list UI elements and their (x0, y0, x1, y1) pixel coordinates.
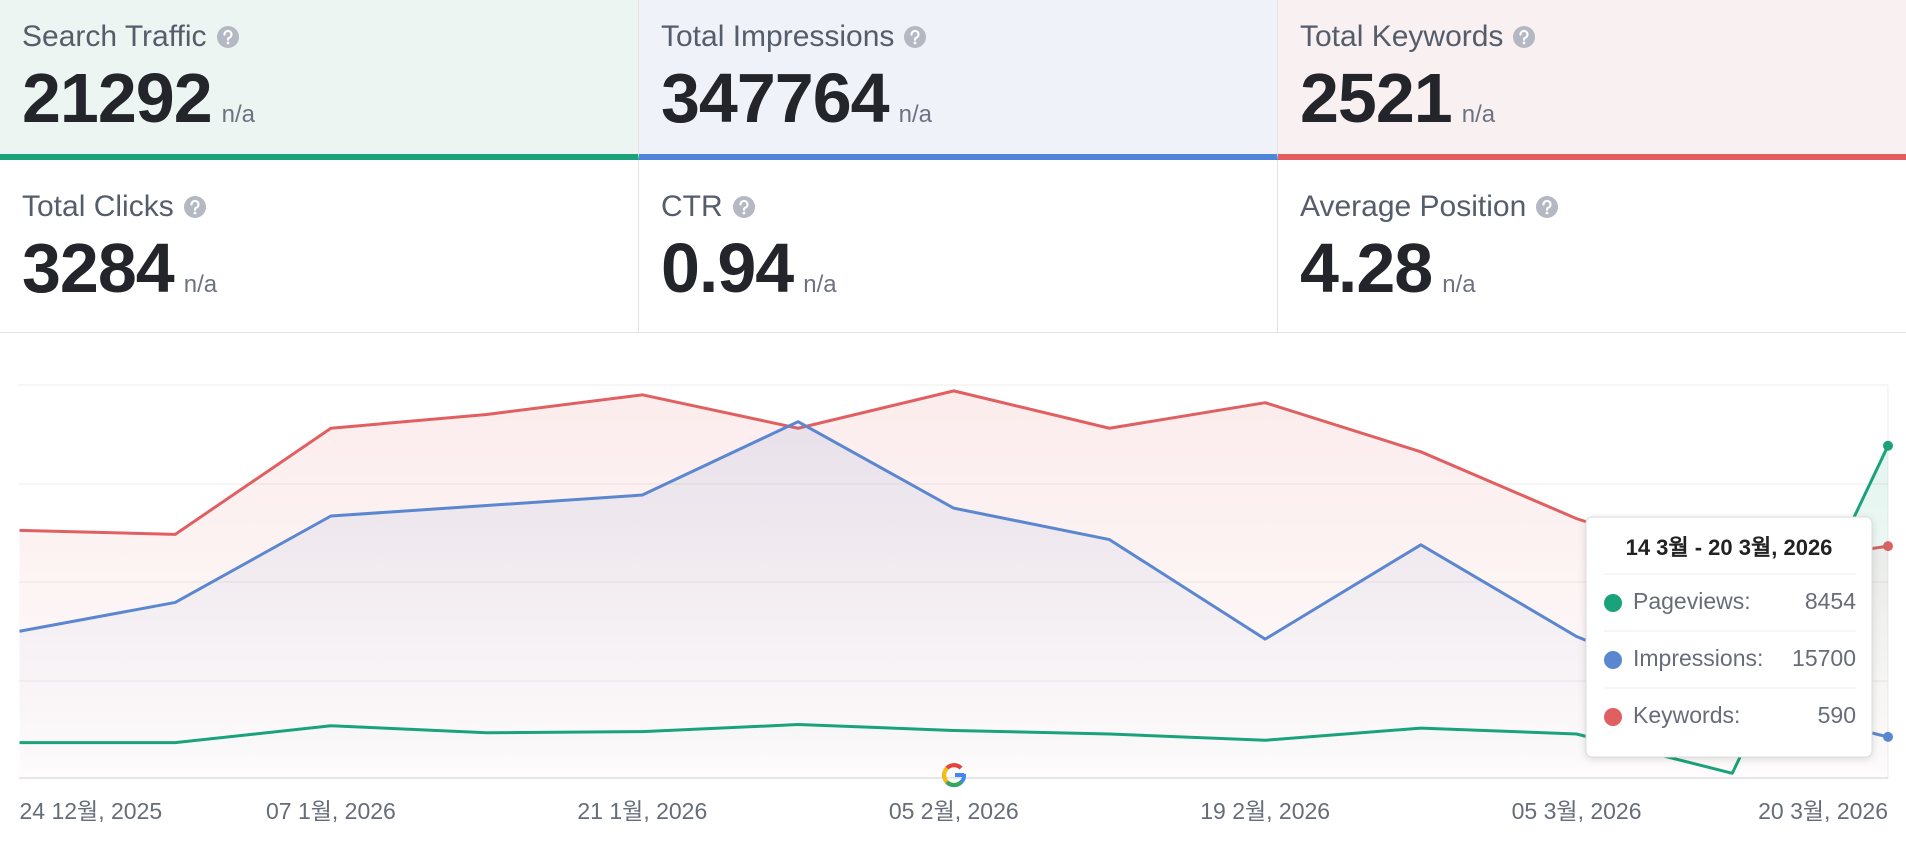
stat-note: n/a (221, 101, 256, 128)
x-tick-label: 21 1월, 2026 (577, 798, 707, 824)
stat-label-row: Total Keywords (1300, 20, 1906, 54)
help-mark (739, 199, 749, 211)
x-tick-label: 20 3월, 2026 (1758, 798, 1888, 824)
stat-value: 347764 (661, 59, 890, 137)
help-circle (732, 196, 755, 218)
help-mark (222, 29, 233, 41)
tooltip-label: Pageviews: (1633, 588, 1751, 614)
icon-part (942, 766, 949, 784)
help-dot (1523, 41, 1526, 45)
stat-value-row: 347764 n/a (661, 58, 1277, 138)
stat-note: n/a (183, 271, 218, 298)
tooltip-label: Impressions: (1633, 645, 1763, 671)
help-circle (904, 26, 927, 48)
stat-value-row: 3284 n/a (22, 228, 638, 308)
series-line (19, 420, 1889, 739)
stat-label-row: Total Impressions (661, 20, 1277, 54)
help-dot (1545, 211, 1549, 215)
x-tick-label: 24 12월, 2025 (20, 798, 163, 824)
google-icon (942, 763, 967, 788)
stat-value: 4.28 (1300, 229, 1433, 307)
help-circle (1513, 26, 1536, 48)
help-mark (1519, 29, 1530, 41)
stat-value-row: 21292 n/a (22, 58, 638, 138)
help-dot (914, 41, 917, 45)
tooltip-label: Keywords: (1633, 702, 1740, 728)
chart: 14 3월 - 20 3월, 2026 Pageviews: 8454 Impres… (19, 384, 1893, 824)
help-mark (910, 29, 921, 41)
stat-note: n/a (803, 271, 837, 298)
tooltip-value: 8454 (1805, 588, 1856, 614)
hover-dot (1883, 440, 1893, 451)
stat-value: 2521 (1300, 59, 1453, 137)
series-area (19, 421, 1888, 778)
tooltip-box (1585, 516, 1873, 758)
series-area (19, 445, 1888, 778)
help-icon (1536, 196, 1559, 218)
help-dot (193, 211, 197, 215)
stat-label-row: CTR (661, 190, 1277, 224)
tooltip-dot (1604, 651, 1622, 669)
stat-card: Search Traffic 21292 n/a (0, 0, 639, 160)
series-line (19, 445, 1890, 775)
stat-value: 21292 (22, 59, 213, 137)
stat-note: n/a (1461, 101, 1496, 128)
stat-value: 3284 (22, 229, 175, 307)
stat-value-row: 0.94 n/a (661, 228, 1277, 308)
stat-card: CTR 0.94 n/a (639, 160, 1278, 333)
help-mark (1542, 199, 1552, 211)
help-dot (742, 211, 746, 215)
stat-cards: Search Traffic 21292 n/a Total Impressions 3… (0, 0, 1906, 333)
tooltip-dot (1604, 594, 1622, 612)
icon-part (945, 763, 963, 770)
help-dot (226, 41, 229, 45)
stat-label-row: Total Clicks (22, 190, 638, 224)
stat-note: n/a (1442, 271, 1476, 298)
tooltip-value: 590 (1818, 702, 1856, 728)
stat-label: Total Keywords (1300, 20, 1504, 53)
stat-card: Total Impressions 347764 n/a (639, 0, 1278, 160)
help-circle (183, 196, 206, 218)
tooltip-value: 15700 (1792, 645, 1856, 671)
help-icon (732, 196, 755, 218)
help-icon (216, 26, 239, 48)
stat-value-row: 4.28 n/a (1300, 228, 1906, 308)
stat-label: CTR (661, 190, 723, 223)
series-layer (19, 389, 1893, 778)
stat-label: Search Traffic (22, 20, 207, 53)
tooltip: 14 3월 - 20 3월, 2026 Pageviews: 8454 Impres… (1585, 516, 1873, 758)
stat-note: n/a (898, 101, 932, 128)
series-line (19, 389, 1889, 572)
stat-label: Total Clicks (22, 190, 174, 223)
stat-label-row: Average Position (1300, 190, 1906, 224)
help-mark (190, 199, 200, 211)
tooltip-title: 14 3월 - 20 3월, 2026 (1626, 535, 1833, 560)
stat-label: Average Position (1300, 190, 1527, 223)
stat-card: Total Clicks 3284 n/a (0, 160, 639, 333)
help-circle (1536, 196, 1559, 218)
icon-part (945, 780, 963, 787)
x-tick-label: 05 3월, 2026 (1512, 798, 1642, 824)
stat-value-row: 2521 n/a (1300, 58, 1906, 138)
stat-label: Total Impressions (661, 20, 895, 53)
help-icon (904, 26, 927, 48)
help-circle (216, 26, 239, 48)
tooltip-dot (1604, 708, 1622, 726)
x-tick-label: 05 2월, 2026 (889, 798, 1019, 824)
stat-card: Total Keywords 2521 n/a (1278, 0, 1906, 160)
stat-label-row: Search Traffic (22, 20, 638, 54)
stat-value: 0.94 (661, 229, 794, 307)
x-tick-label: 19 2월, 2026 (1200, 798, 1330, 824)
help-icon (1513, 26, 1536, 48)
x-tick-label: 07 1월, 2026 (266, 798, 396, 824)
help-icon (183, 196, 206, 218)
stat-card: Average Position 4.28 n/a (1278, 160, 1906, 333)
